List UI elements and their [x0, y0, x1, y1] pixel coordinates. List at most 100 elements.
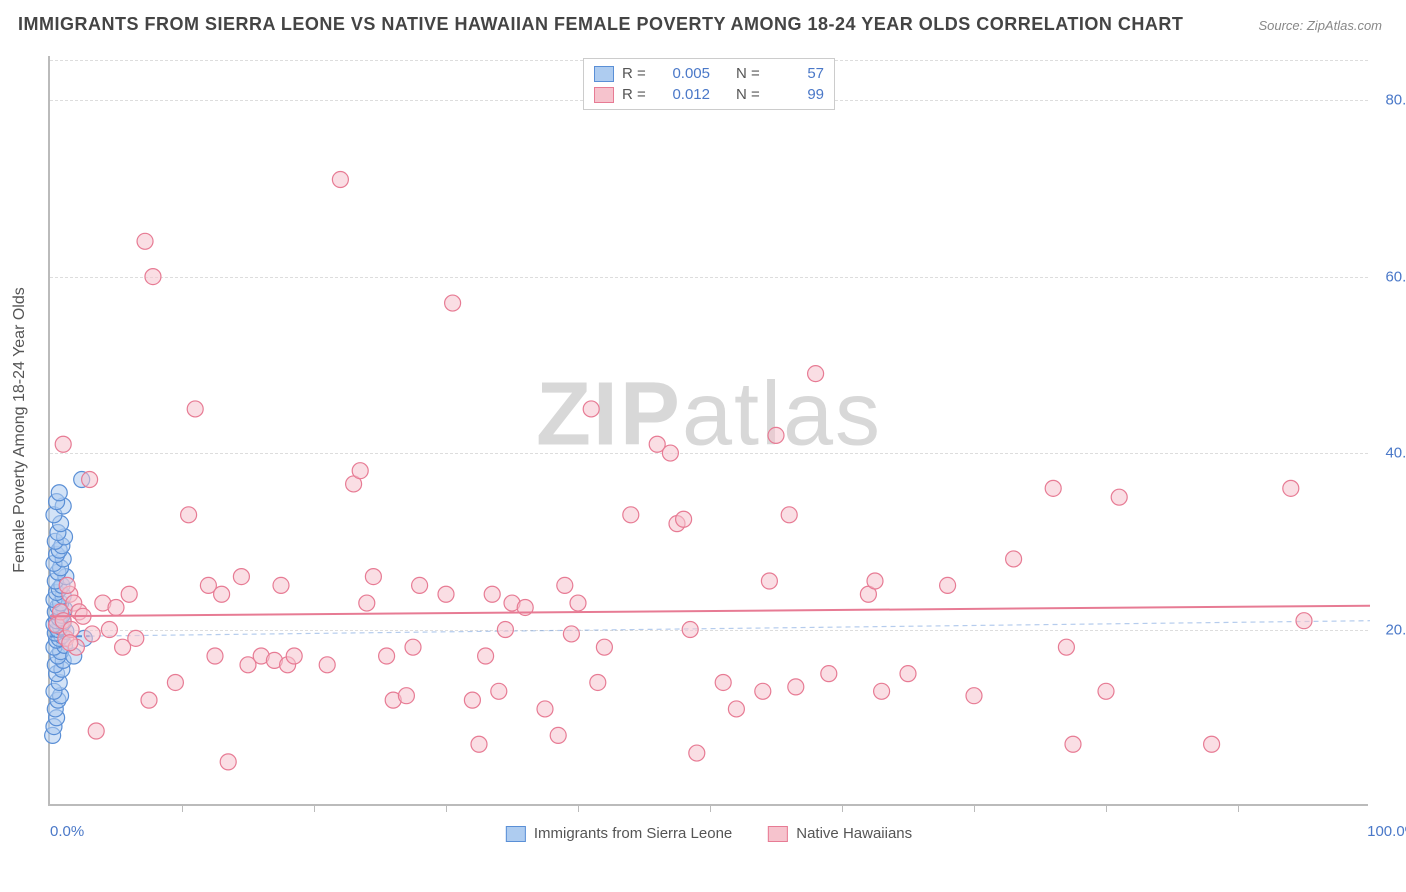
- data-point: [207, 648, 223, 664]
- data-point: [50, 599, 66, 615]
- data-point: [51, 674, 67, 690]
- data-point: [676, 511, 692, 527]
- data-point: [62, 635, 78, 651]
- data-point: [808, 366, 824, 382]
- legend-swatch: [768, 826, 788, 842]
- legend-item: Native Hawaiians: [768, 825, 912, 842]
- data-point: [49, 632, 65, 648]
- legend-r-label: R =: [622, 86, 652, 103]
- data-point: [49, 613, 65, 629]
- watermark-bold: ZIP: [536, 365, 682, 465]
- data-point: [53, 516, 69, 532]
- y-tick-label: 60.0%: [1374, 268, 1406, 285]
- data-point: [58, 630, 74, 646]
- data-point: [62, 586, 78, 602]
- data-point: [57, 637, 73, 653]
- data-point: [398, 688, 414, 704]
- data-point: [108, 599, 124, 615]
- data-point: [55, 613, 71, 629]
- data-point: [346, 476, 362, 492]
- data-point: [557, 577, 573, 593]
- data-point: [46, 555, 62, 571]
- data-point: [54, 661, 70, 677]
- data-point: [47, 625, 63, 641]
- data-point: [115, 639, 131, 655]
- data-point: [76, 630, 92, 646]
- data-point: [940, 577, 956, 593]
- data-point: [50, 524, 66, 540]
- data-point: [332, 172, 348, 188]
- data-point: [51, 581, 67, 597]
- legend-label: Native Hawaiians: [796, 825, 912, 842]
- data-point: [1058, 639, 1074, 655]
- data-point: [47, 701, 63, 717]
- data-point: [233, 569, 249, 585]
- data-point: [728, 701, 744, 717]
- data-point: [75, 608, 91, 624]
- x-tick: [974, 804, 975, 812]
- data-point: [385, 692, 401, 708]
- data-point: [563, 626, 579, 642]
- data-point: [49, 710, 65, 726]
- legend-n-value: 57: [774, 65, 824, 82]
- data-point: [55, 588, 71, 604]
- watermark: ZIPatlas: [536, 364, 882, 467]
- data-point: [137, 233, 153, 249]
- data-point: [788, 679, 804, 695]
- data-point: [319, 657, 335, 673]
- legend-r-label: R =: [622, 65, 652, 82]
- data-point: [438, 586, 454, 602]
- plot-area: Female Poverty Among 18-24 Year Olds ZIP…: [48, 56, 1368, 806]
- data-point: [50, 692, 66, 708]
- trend-line: [90, 621, 1370, 636]
- data-point: [49, 547, 65, 563]
- data-point: [55, 551, 71, 567]
- data-point: [412, 577, 428, 593]
- data-point: [590, 674, 606, 690]
- data-point: [51, 542, 67, 558]
- data-point: [58, 569, 74, 585]
- data-point: [266, 652, 282, 668]
- x-axis-min-label: 0.0%: [50, 823, 84, 840]
- data-point: [768, 427, 784, 443]
- data-point: [504, 595, 520, 611]
- data-point: [405, 639, 421, 655]
- data-point: [59, 577, 75, 593]
- y-tick-label: 80.0%: [1374, 92, 1406, 109]
- data-point: [352, 463, 368, 479]
- data-point: [71, 604, 87, 620]
- x-tick: [314, 804, 315, 812]
- grid-line: [50, 630, 1368, 631]
- data-point: [491, 683, 507, 699]
- data-point: [379, 648, 395, 664]
- data-point: [484, 586, 500, 602]
- data-point: [1045, 480, 1061, 496]
- trend-line: [50, 606, 1370, 617]
- data-point: [689, 745, 705, 761]
- data-point: [583, 401, 599, 417]
- data-point: [50, 564, 66, 580]
- data-point: [46, 683, 62, 699]
- data-point: [128, 630, 144, 646]
- data-point: [649, 436, 665, 452]
- x-tick: [710, 804, 711, 812]
- legend-swatch: [594, 66, 614, 82]
- data-point: [57, 529, 73, 545]
- data-point: [874, 683, 890, 699]
- x-tick: [578, 804, 579, 812]
- data-point: [55, 614, 71, 630]
- data-point: [46, 507, 62, 523]
- scatter-svg: [50, 56, 1368, 804]
- data-point: [240, 657, 256, 673]
- data-point: [47, 657, 63, 673]
- data-point: [47, 533, 63, 549]
- series-legend: Immigrants from Sierra LeoneNative Hawai…: [506, 825, 912, 842]
- data-point: [1098, 683, 1114, 699]
- grid-line: [50, 277, 1368, 278]
- data-point: [220, 754, 236, 770]
- y-tick-label: 40.0%: [1374, 445, 1406, 462]
- legend-n-value: 99: [774, 86, 824, 103]
- data-point: [280, 657, 296, 673]
- data-point: [517, 599, 533, 615]
- data-point: [84, 626, 100, 642]
